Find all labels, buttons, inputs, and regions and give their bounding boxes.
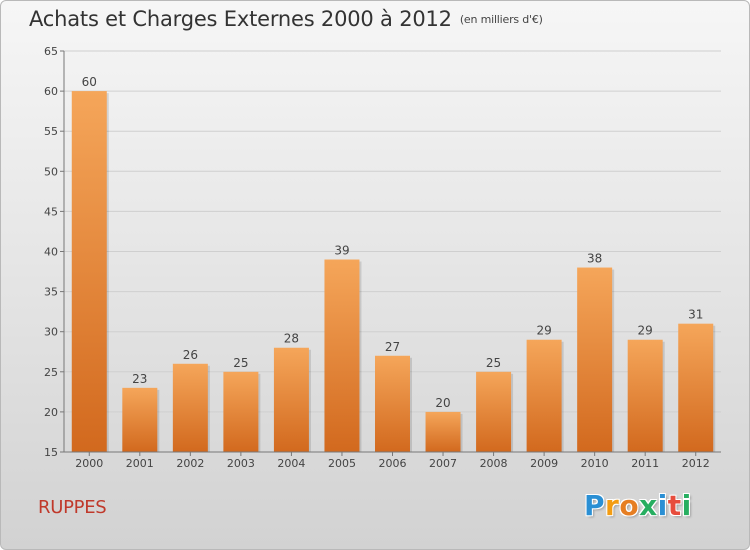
chart-title-text: Achats et Charges Externes 2000 à 2012 (29, 7, 452, 31)
x-tick-label-2004: 2004 (277, 457, 305, 470)
data-label-2001: 23 (132, 372, 147, 386)
data-label-2004: 28 (284, 332, 299, 346)
data-label-2009: 29 (536, 324, 551, 338)
y-tick-label: 40 (44, 246, 58, 259)
bar-2004 (273, 347, 309, 452)
y-tick-label: 25 (44, 366, 58, 379)
x-tick-label-2006: 2006 (379, 457, 407, 470)
logo-letter: i (657, 489, 668, 522)
data-label-2010: 38 (587, 252, 602, 266)
chart-unit: (en milliers d'€) (459, 13, 543, 26)
data-label-2011: 29 (638, 324, 653, 338)
bar-2001 (122, 387, 158, 452)
bar-2006 (375, 355, 410, 452)
x-tick-label-2009: 2009 (530, 457, 558, 470)
bar-2005 (324, 259, 360, 452)
bar-2009 (526, 339, 562, 452)
bar-2007 (425, 411, 461, 452)
y-tick-label: 60 (44, 85, 58, 98)
axes: 15 20 25 30 35 40 45 50 55 60 65 2000 2001 2002 2003 20… (44, 45, 721, 470)
x-tick-label-2000: 2000 (75, 457, 103, 470)
y-tick-label: 35 (44, 286, 58, 299)
bar-2002 (172, 363, 208, 452)
y-tick-label: 20 (44, 406, 58, 419)
x-tick-label-2002: 2002 (176, 457, 204, 470)
logo-letter: i (681, 489, 692, 522)
x-tick-label-2003: 2003 (227, 457, 255, 470)
bars: 60 23 26 25 28 39 27 20 25 29 38 29 31 (71, 75, 716, 452)
x-tick-label-2011: 2011 (631, 457, 659, 470)
x-tick-label-2001: 2001 (126, 457, 154, 470)
data-label-2008: 25 (486, 356, 501, 370)
data-label-2000: 60 (82, 75, 97, 89)
logo-letter: r (605, 489, 620, 522)
x-tick-label-2010: 2010 (581, 457, 609, 470)
x-tick-label-2008: 2008 (480, 457, 508, 470)
y-tick-label: 65 (44, 45, 58, 58)
y-tick-label: 45 (44, 205, 58, 218)
bar-2012 (678, 323, 714, 452)
bar-2008 (476, 371, 512, 452)
commune-name: RUPPES (38, 497, 107, 518)
data-label-2003: 25 (233, 356, 248, 370)
chart-title: Achats et Charges Externes 2000 à 2012 (e… (29, 7, 543, 31)
proxiti-logo: Proxiti (584, 489, 692, 522)
data-label-2005: 39 (334, 244, 349, 258)
bar-2000 (71, 91, 107, 452)
data-label-2002: 26 (183, 348, 198, 362)
bar-2011 (627, 339, 663, 452)
bar-2003 (223, 371, 259, 452)
y-tick-label: 15 (44, 446, 58, 459)
data-label-2012: 31 (688, 308, 703, 322)
logo-letter: P (584, 489, 606, 522)
x-tick-label-2005: 2005 (328, 457, 356, 470)
data-label-2007: 20 (435, 396, 450, 410)
bar-2010 (577, 267, 613, 452)
x-tick-label-2012: 2012 (682, 457, 710, 470)
y-tick-label: 30 (44, 326, 58, 339)
logo-letter: t (667, 489, 682, 522)
y-tick-label: 50 (44, 165, 58, 178)
logo-letter: o (619, 489, 640, 522)
data-label-2006: 27 (385, 340, 400, 354)
y-tick-label: 55 (44, 125, 58, 138)
logo-letter: x (639, 489, 658, 522)
x-tick-label-2007: 2007 (429, 457, 457, 470)
